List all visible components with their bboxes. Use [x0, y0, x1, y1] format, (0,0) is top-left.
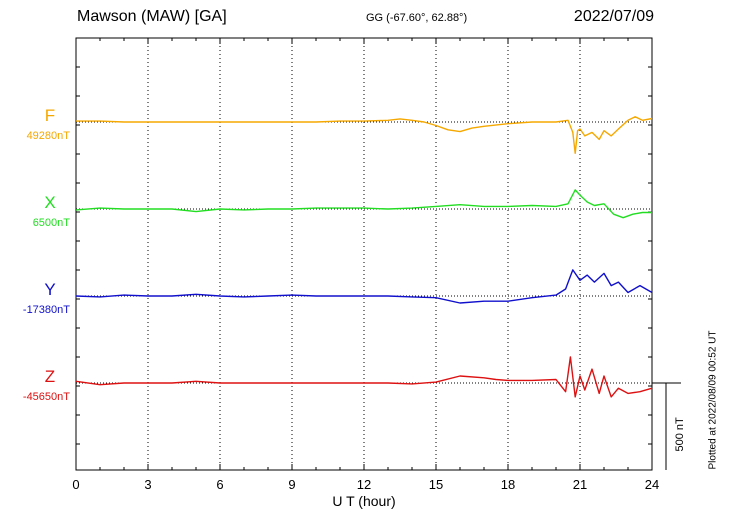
scale-bar-label: 500 nT — [674, 417, 686, 452]
x-tick-label: 18 — [501, 477, 515, 492]
series-line-x — [75, 189, 652, 219]
series-line-z — [75, 356, 653, 398]
series-baseline-z: -45650nT — [23, 391, 70, 403]
series-line-f — [76, 116, 653, 155]
series-baseline-f: 49280nT — [27, 130, 71, 142]
station-title: Mawson (MAW) [GA] — [77, 8, 227, 25]
x-tick-label: 24 — [645, 477, 659, 492]
series-baseline-y: -17380nT — [23, 304, 70, 316]
x-tick-label: 3 — [144, 477, 151, 492]
x-tick-label: 21 — [573, 477, 587, 492]
x-tick-label: 9 — [288, 477, 295, 492]
x-tick-label: 0 — [72, 477, 79, 492]
x-axis-label: U T (hour) — [332, 493, 395, 509]
series-baseline-x: 6500nT — [33, 217, 71, 229]
plot-date: 2022/07/09 — [573, 8, 654, 25]
series-line-y — [75, 269, 653, 304]
series-name-f: F — [45, 106, 55, 125]
series-name-y: Y — [44, 280, 55, 299]
series-name-x: X — [44, 193, 55, 212]
x-tick-label: 12 — [357, 477, 371, 492]
x-tick-label: 6 — [216, 477, 223, 492]
series-name-z: Z — [45, 367, 55, 386]
x-tick-label: 15 — [429, 477, 443, 492]
geographic-coordinates: GG (-67.60°, 62.88°) — [366, 12, 468, 24]
